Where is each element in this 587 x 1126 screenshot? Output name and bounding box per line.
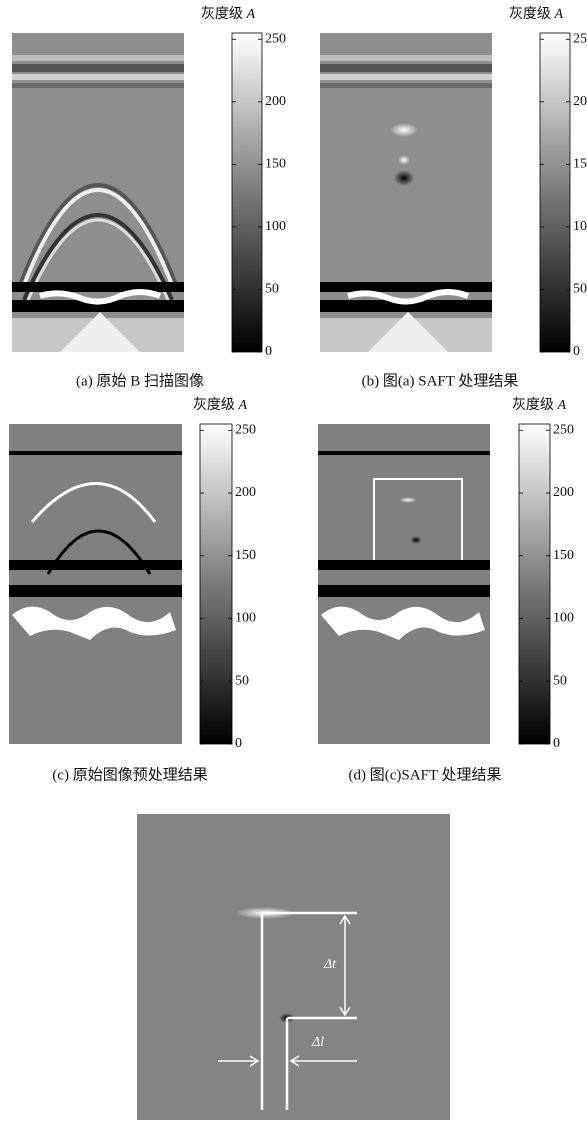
caption: (c) 原始图像预处理结果	[52, 766, 207, 783]
tick-label: 250	[235, 422, 256, 437]
tick-label: 0	[235, 736, 242, 751]
label-symbol: A	[556, 398, 566, 413]
zoom-image	[137, 814, 450, 1120]
caption: (d) 图(c)SAFT 处理结果	[348, 766, 501, 783]
image-b	[320, 33, 492, 352]
colorbar-label: 灰度级 A	[509, 6, 564, 22]
tick-label: 0	[553, 736, 560, 751]
delta-l: Δl	[311, 1035, 324, 1050]
tick-label: 100	[553, 611, 574, 626]
tick-label: 150	[235, 548, 256, 563]
tick-label: 200	[553, 485, 574, 500]
label-text: 灰度级	[201, 6, 243, 22]
tick-label: 0	[573, 344, 580, 359]
colorbar	[540, 33, 570, 352]
tick-label: 150	[553, 548, 574, 563]
tick-label: 250	[553, 422, 574, 437]
tick-label: 100	[573, 219, 587, 234]
tick-label: 50	[573, 282, 587, 297]
label-text: 灰度级	[509, 6, 551, 22]
image-d	[318, 424, 490, 744]
caption: (a) 原始 B 扫描图像	[76, 372, 204, 389]
colorbar	[232, 33, 262, 352]
tick-label: 200	[265, 94, 286, 109]
colorbar	[519, 424, 550, 744]
tick-label: 200	[573, 94, 587, 109]
tick-label: 50	[265, 282, 279, 297]
label-symbol: A	[553, 7, 563, 22]
label-text: 灰度级	[512, 397, 554, 413]
tick-label: 150	[573, 157, 587, 172]
label-symbol: A	[237, 398, 247, 413]
colorbar-label: 灰度级 A	[193, 397, 248, 413]
tick-label: 150	[265, 157, 286, 172]
tick-label: 200	[235, 485, 256, 500]
colorbar-label: 灰度级 A	[201, 6, 256, 22]
tick-label: 0	[265, 344, 272, 359]
tick-label: 50	[553, 673, 567, 688]
tick-label: 100	[235, 611, 256, 626]
image-c	[9, 424, 182, 744]
figure: Δt Δl 灰度级 A050100150200250(a) 原始 B 扫描图像灰…	[0, 0, 587, 1126]
colorbar	[200, 424, 232, 744]
tick-label: 250	[573, 31, 587, 46]
tick-label: 50	[235, 673, 249, 688]
colorbar-label: 灰度级 A	[512, 397, 567, 413]
page: Δt Δl 灰度级 A050100150200250(a) 原始 B 扫描图像灰…	[0, 0, 587, 1126]
delta-t: Δt	[323, 957, 337, 972]
label-text: 灰度级	[193, 397, 235, 413]
label-symbol: A	[245, 7, 255, 22]
tick-label: 250	[265, 31, 286, 46]
caption: (b) 图(a) SAFT 处理结果	[362, 372, 519, 389]
image-a	[12, 33, 184, 352]
tick-label: 100	[265, 219, 286, 234]
